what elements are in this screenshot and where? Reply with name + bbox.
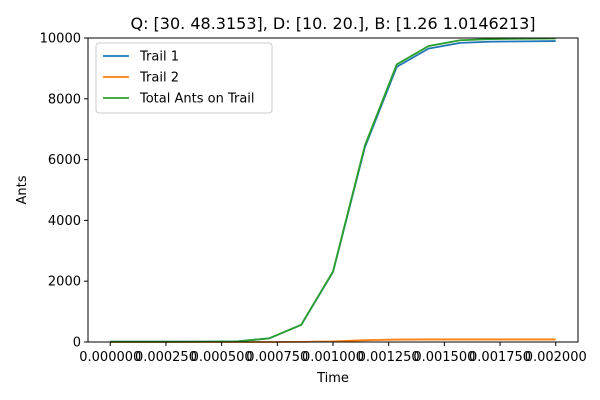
y-tick-label: 4000 (48, 214, 81, 229)
plot-frame (87, 37, 579, 343)
y-axis-label: Ants (15, 175, 30, 204)
x-tick-label: 0.000500 (191, 350, 253, 365)
x-tick-label: 0.000750 (246, 350, 308, 365)
x-axis-label: Time (316, 371, 349, 386)
y-tick-label: 10000 (40, 32, 81, 47)
legend: Trail 1 Trail 2 Total Ants on Trail (95, 42, 273, 114)
x-tick-label: 0.001750 (469, 350, 531, 365)
y-tick-label: 2000 (48, 275, 81, 290)
x-tick-label: 0.002000 (525, 350, 587, 365)
y-tick-label: 6000 (48, 153, 81, 168)
y-tick-label: 0 (73, 336, 81, 351)
x-tick-label: 0.001000 (302, 350, 364, 365)
legend-label: Trail 2 (139, 71, 179, 86)
legend-label: Trail 1 (139, 50, 179, 65)
x-tick-label: 0.001500 (413, 350, 475, 365)
x-tick-label: 0.000250 (135, 350, 197, 365)
legend-label: Total Ants on Trail (139, 92, 255, 107)
y-tick-label: 8000 (48, 92, 81, 107)
x-tick-label: 0.000000 (79, 350, 141, 365)
chart-title: Q: [30. 48.3153], D: [10. 20.], B: [1.26… (130, 14, 535, 33)
x-tick-label: 0.001250 (358, 350, 420, 365)
legend-box (95, 42, 273, 114)
